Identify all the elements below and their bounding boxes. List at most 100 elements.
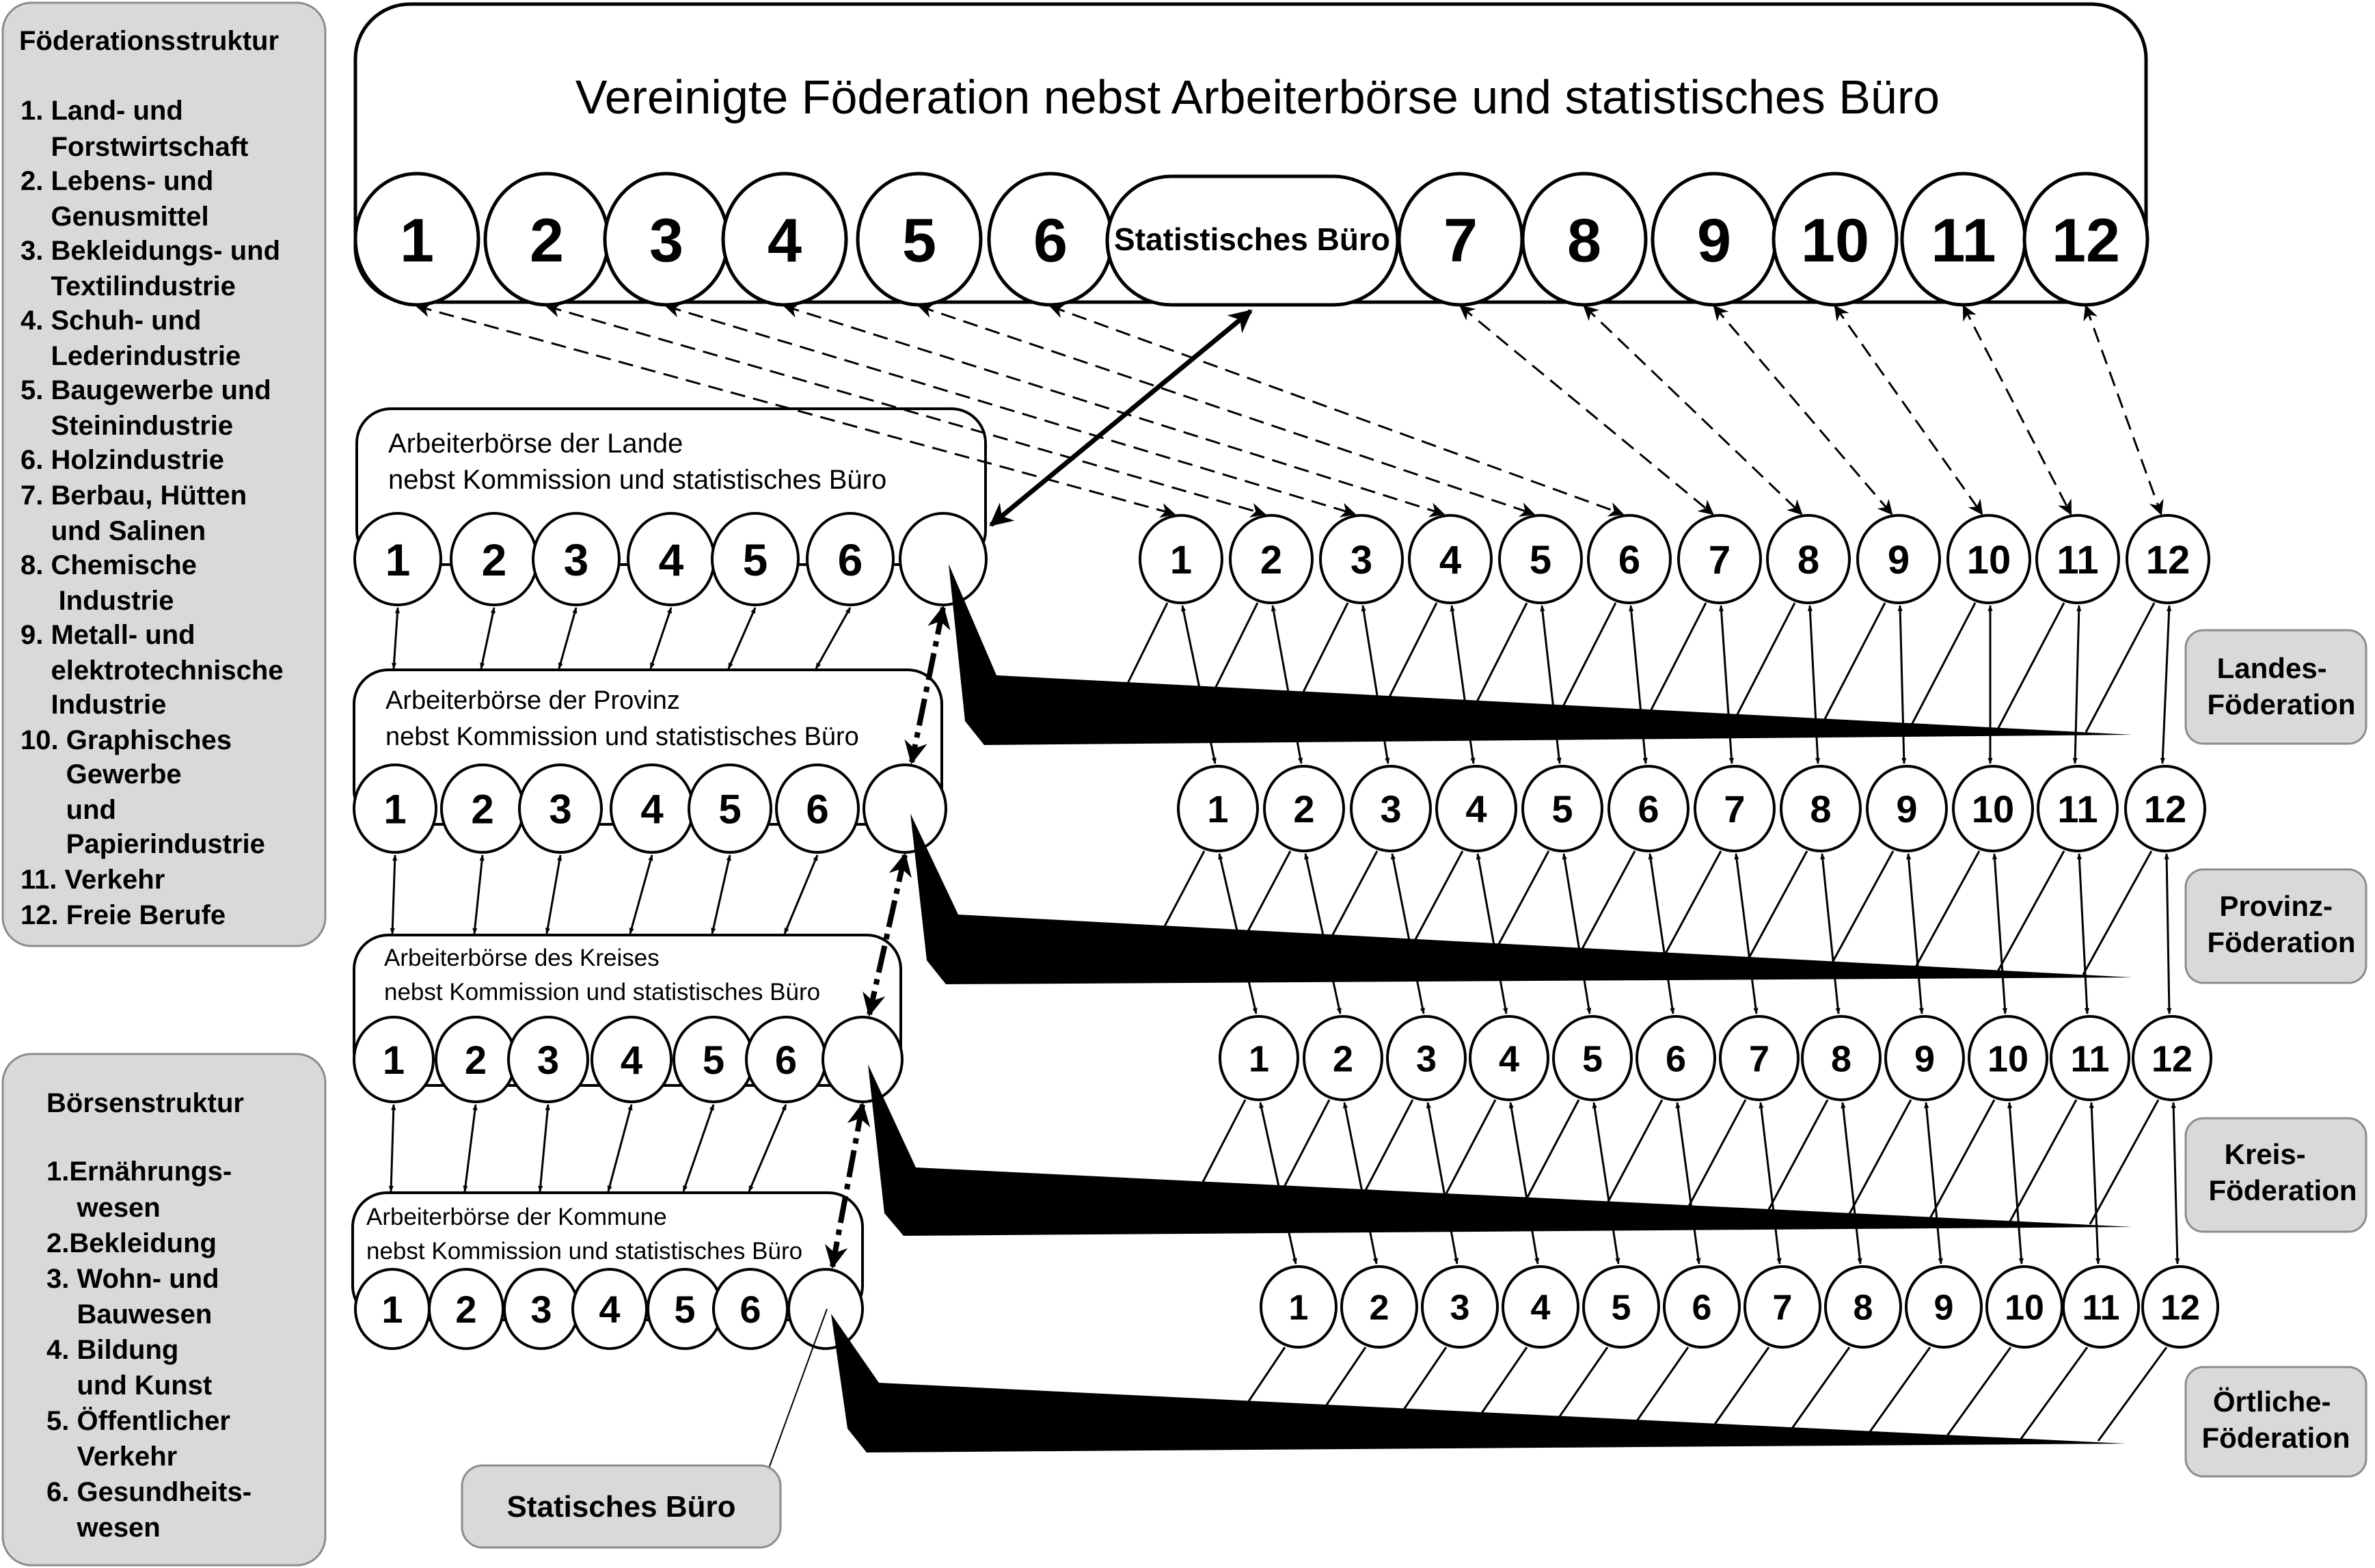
exchange-1-node-4-label: 4 <box>640 787 664 833</box>
exchange-1: 1 2 3 4 5 6 <box>353 668 947 854</box>
exchange-1-bureau-node <box>863 763 947 854</box>
federation-row-3-node-1-label: 1 <box>1289 1288 1309 1328</box>
federation-link-1-10 <box>1992 853 2008 1014</box>
dashed-link-8 <box>1583 305 1803 515</box>
federation-row-0-node-5: 5 <box>1498 514 1583 604</box>
federation-row-2-node-6-label: 6 <box>1666 1038 1686 1079</box>
federation-row-0-node-12: 12 <box>2126 514 2210 604</box>
federation-link-1-8 <box>1820 853 1841 1014</box>
bureau-chain-1 <box>863 852 912 1017</box>
exchange-1-node-6: 6 <box>775 763 860 854</box>
federation-row-3-node-6-circle <box>1663 1265 1741 1349</box>
federation-row-0-node-8-label: 8 <box>1797 538 1819 582</box>
federation-row-3-node-10-label: 10 <box>2005 1288 2044 1328</box>
federation-row-0-node-8-circle <box>1766 514 1851 604</box>
exchange-2: 1 2 3 4 5 6 <box>353 934 904 1103</box>
funnel-1-stroke-1 <box>1135 850 1206 982</box>
exchange-link-2-1 <box>388 1104 396 1192</box>
federation-row-0-node-4: 4 <box>1408 514 1493 604</box>
exchange-0-node-6: 6 <box>806 512 895 606</box>
federation-row-3-node-4-label: 4 <box>1531 1288 1551 1328</box>
funnel-3-stroke-6 <box>1618 1347 1689 1446</box>
federation-row-0-node-11-label: 11 <box>2057 538 2098 582</box>
federation-row-0: 1 2 3 4 5 6 7 8 9 10 11 12 <box>1139 514 2210 604</box>
federation-row-1-node-1: 1 <box>1177 765 1259 852</box>
exchange-link-0-1 <box>391 607 401 669</box>
federation-row-1-node-5: 5 <box>1521 765 1603 852</box>
exchange-2-node-2: 2 <box>435 1016 517 1103</box>
federation-link-1-12 <box>2164 853 2172 1014</box>
federation-link-2-1 <box>1259 1102 1297 1265</box>
funnel-2 <box>868 1064 2132 1236</box>
provinz-federation-label: Provinz- Föderation <box>2208 890 2356 958</box>
federation-link-0-7 <box>1718 605 1735 764</box>
exchange-0-node-2: 2 <box>450 512 539 606</box>
federation-link-2-5 <box>1592 1102 1620 1265</box>
federation-row-3-node-2-circle <box>1340 1265 1418 1349</box>
united-node-10-circle <box>1772 172 1899 307</box>
federation-row-1-node-11-circle <box>2037 765 2119 852</box>
federation-row-1-node-9: 9 <box>1866 765 1948 852</box>
federation-row-2-node-5-label: 5 <box>1582 1038 1603 1079</box>
federation-link-0-3 <box>1361 605 1390 764</box>
federation-row-2-node-12-label: 12 <box>2152 1038 2193 1079</box>
federation-link-1-1 <box>1218 853 1258 1014</box>
exchange-1-node-1: 1 <box>353 763 437 854</box>
funnel-3-stroke-10 <box>1941 1347 2012 1444</box>
federation-row-0-node-11: 11 <box>2035 514 2120 604</box>
united-node-6: 6 <box>987 172 1114 307</box>
exchange-3-node-4-label: 4 <box>599 1288 620 1331</box>
federation-row-0-node-9-label: 9 <box>1888 538 1910 582</box>
federation-row-1-node-5-label: 5 <box>1551 787 1573 830</box>
federation-row-3-node-8-label: 8 <box>1854 1288 1873 1328</box>
exchange-3-node-1: 1 <box>354 1268 431 1350</box>
funnel-2-stroke-12 <box>2089 1099 2160 1225</box>
exchange-structure-title: Börsenstruktur <box>46 1088 244 1118</box>
exchange-1-node-5: 5 <box>688 763 772 854</box>
federation-row-3-node-9-label: 9 <box>1934 1288 1954 1328</box>
federation-row-1-node-7-circle <box>1694 765 1776 852</box>
federation-row-2-node-2-label: 2 <box>1333 1038 1353 1079</box>
federation-row-2: 1 2 3 4 5 6 7 8 9 10 11 12 <box>1219 1015 2212 1101</box>
federation-row-2-node-8-label: 8 <box>1831 1038 1851 1079</box>
federation-row-2-node-4-circle <box>1469 1015 1549 1101</box>
federation-row-3-node-2: 2 <box>1340 1265 1418 1349</box>
federation-row-2-node-4: 4 <box>1469 1015 1549 1101</box>
exchange-2-node-6-label: 6 <box>775 1038 797 1083</box>
federation-link-1-7 <box>1734 853 1759 1014</box>
exchange-3-node-6-label: 6 <box>739 1288 761 1331</box>
federation-row-0-node-6: 6 <box>1587 514 1672 604</box>
exchange-2-node-2-label: 2 <box>465 1038 487 1083</box>
federation-link-2-4 <box>1508 1102 1540 1265</box>
funnel-1 <box>910 813 2132 984</box>
united-node-4: 4 <box>721 172 848 307</box>
federation-link-1-11 <box>2076 853 2090 1014</box>
federation-link-0-2 <box>1271 605 1303 764</box>
united-node-3: 3 <box>603 172 730 307</box>
funnel-3-stroke-4 <box>1457 1347 1528 1448</box>
exchange-1-node-1-label: 1 <box>383 787 406 833</box>
federation-row-2-node-7: 7 <box>1719 1015 1800 1101</box>
federation-row-2-node-1: 1 <box>1219 1015 1299 1101</box>
funnel-3-stroke-3 <box>1376 1347 1448 1448</box>
exchange-2-node-3-label: 3 <box>537 1038 559 1083</box>
funnel-0-stroke-11 <box>1994 602 2065 734</box>
federation-row-3-node-12-label: 12 <box>2160 1288 2200 1328</box>
statistical-bureau-node: Statistisches Büro <box>1105 174 1400 307</box>
exchange-structure-list: 1.Ernährungs- wesen 2.Bekleidung 3. Wohn… <box>0 0 305 1543</box>
federation-row-3-node-7-circle <box>1743 1265 1821 1349</box>
federation-level-labels: Landes- Föderation Provinz- Föderation K… <box>2184 629 2367 1478</box>
federation-link-2-12 <box>2171 1102 2180 1265</box>
federation-row-0-node-10-circle <box>1946 514 2031 604</box>
exchange-1-node-6-label: 6 <box>806 787 828 833</box>
exchange-0-node-5: 5 <box>711 512 800 606</box>
united-federation-nodes: 1 2 3 4 5 6 7 8 9 10 11 12 <box>353 172 2149 307</box>
federation-row-1-node-5-circle <box>1521 765 1603 852</box>
federation-rows: 1 2 3 4 5 6 7 8 9 10 11 121 2 3 4 5 6 7 8 9 10 11 121 2 3 4 5 6 7 8 9 1… <box>1139 514 2219 1349</box>
federation-row-3-node-5: 5 <box>1582 1265 1660 1349</box>
exchange-3-node-3-label: 3 <box>530 1288 552 1331</box>
funnel-3-strokes <box>1215 1347 2168 1450</box>
federation-link-1-2 <box>1304 853 1342 1014</box>
exchange-link-2-2 <box>463 1104 478 1192</box>
funnel-1-stroke-11 <box>1994 850 2065 976</box>
